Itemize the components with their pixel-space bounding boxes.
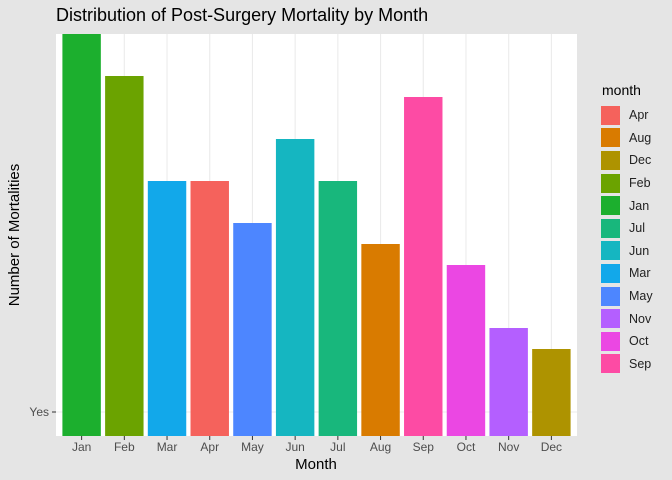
legend-item-oct: Oct xyxy=(596,330,653,353)
legend-label: Aug xyxy=(629,130,652,145)
bar-jan xyxy=(62,34,101,436)
legend-item-feb: Feb xyxy=(596,172,653,195)
legend-swatch xyxy=(600,195,621,217)
legend-swatch xyxy=(600,149,621,171)
bar-oct xyxy=(446,265,486,436)
legend-swatch xyxy=(600,353,621,375)
legend-item-sep: Sep xyxy=(596,353,653,376)
legend-swatch xyxy=(600,262,621,284)
x-tick-label: Jul xyxy=(330,440,345,454)
legend-swatch xyxy=(600,217,621,239)
bar-nov xyxy=(489,328,528,436)
legend-swatch xyxy=(600,240,621,262)
x-axis-label: Month xyxy=(295,456,337,473)
bar-apr xyxy=(190,181,229,436)
legend-title: month xyxy=(602,82,641,98)
x-tick-label: May xyxy=(241,440,264,454)
x-tick-label: Jan xyxy=(72,440,91,454)
bar-mar xyxy=(147,181,187,436)
legend: month Apr Aug Dec Feb Jan Jul Jun Mar May Nov Oct S… xyxy=(596,82,653,375)
legend-label: Sep xyxy=(629,356,652,371)
x-tick-label: Sep xyxy=(413,440,435,454)
x-tick-label: Dec xyxy=(541,440,562,454)
legend-label: Jun xyxy=(629,243,650,258)
legend-label: Feb xyxy=(629,176,651,191)
legend-item-aug: Aug xyxy=(596,127,653,150)
y-tick-label: Yes xyxy=(29,405,49,419)
legend-label: Oct xyxy=(629,334,649,349)
legend-swatch xyxy=(600,285,621,307)
x-tick-label: Aug xyxy=(370,440,391,454)
legend-item-jun: Jun xyxy=(596,240,653,263)
legend-swatch xyxy=(600,172,621,194)
x-tick-label: Nov xyxy=(498,440,519,454)
legend-item-jul: Jul xyxy=(596,217,653,240)
legend-item-mar: Mar xyxy=(596,262,653,285)
bar-jul xyxy=(318,181,358,436)
legend-swatch xyxy=(600,308,621,330)
legend-label: Nov xyxy=(629,311,652,326)
legend-item-jan: Jan xyxy=(596,194,653,217)
x-tick-label: Apr xyxy=(200,440,219,454)
legend-label: Jan xyxy=(629,198,650,213)
chart-title: Distribution of Post-Surgery Mortality b… xyxy=(56,5,429,25)
legend-label: Jul xyxy=(629,221,645,236)
legend-label: Apr xyxy=(629,108,649,123)
y-axis-label: Number of Mortalities xyxy=(6,164,23,307)
legend-item-apr: Apr xyxy=(596,104,653,127)
bar-aug xyxy=(361,244,400,436)
bar-dec xyxy=(532,349,571,436)
bar-may xyxy=(233,223,272,436)
legend-swatch xyxy=(600,330,621,352)
x-tick-label: Oct xyxy=(457,440,476,454)
bar-feb xyxy=(105,76,144,436)
x-tick-label: Mar xyxy=(157,440,178,454)
legend-label: May xyxy=(629,289,653,304)
legend-item-nov: Nov xyxy=(596,307,653,330)
legend-swatch xyxy=(600,127,621,149)
bar-jun xyxy=(275,139,315,436)
bar-sep xyxy=(404,97,443,436)
legend-item-may: May xyxy=(596,285,653,308)
legend-label: Dec xyxy=(629,153,652,168)
x-tick-label: Feb xyxy=(114,440,135,454)
legend-swatch xyxy=(600,104,621,126)
legend-label: Mar xyxy=(629,266,651,281)
legend-item-dec: Dec xyxy=(596,149,653,172)
x-tick-label: Jun xyxy=(285,440,304,454)
